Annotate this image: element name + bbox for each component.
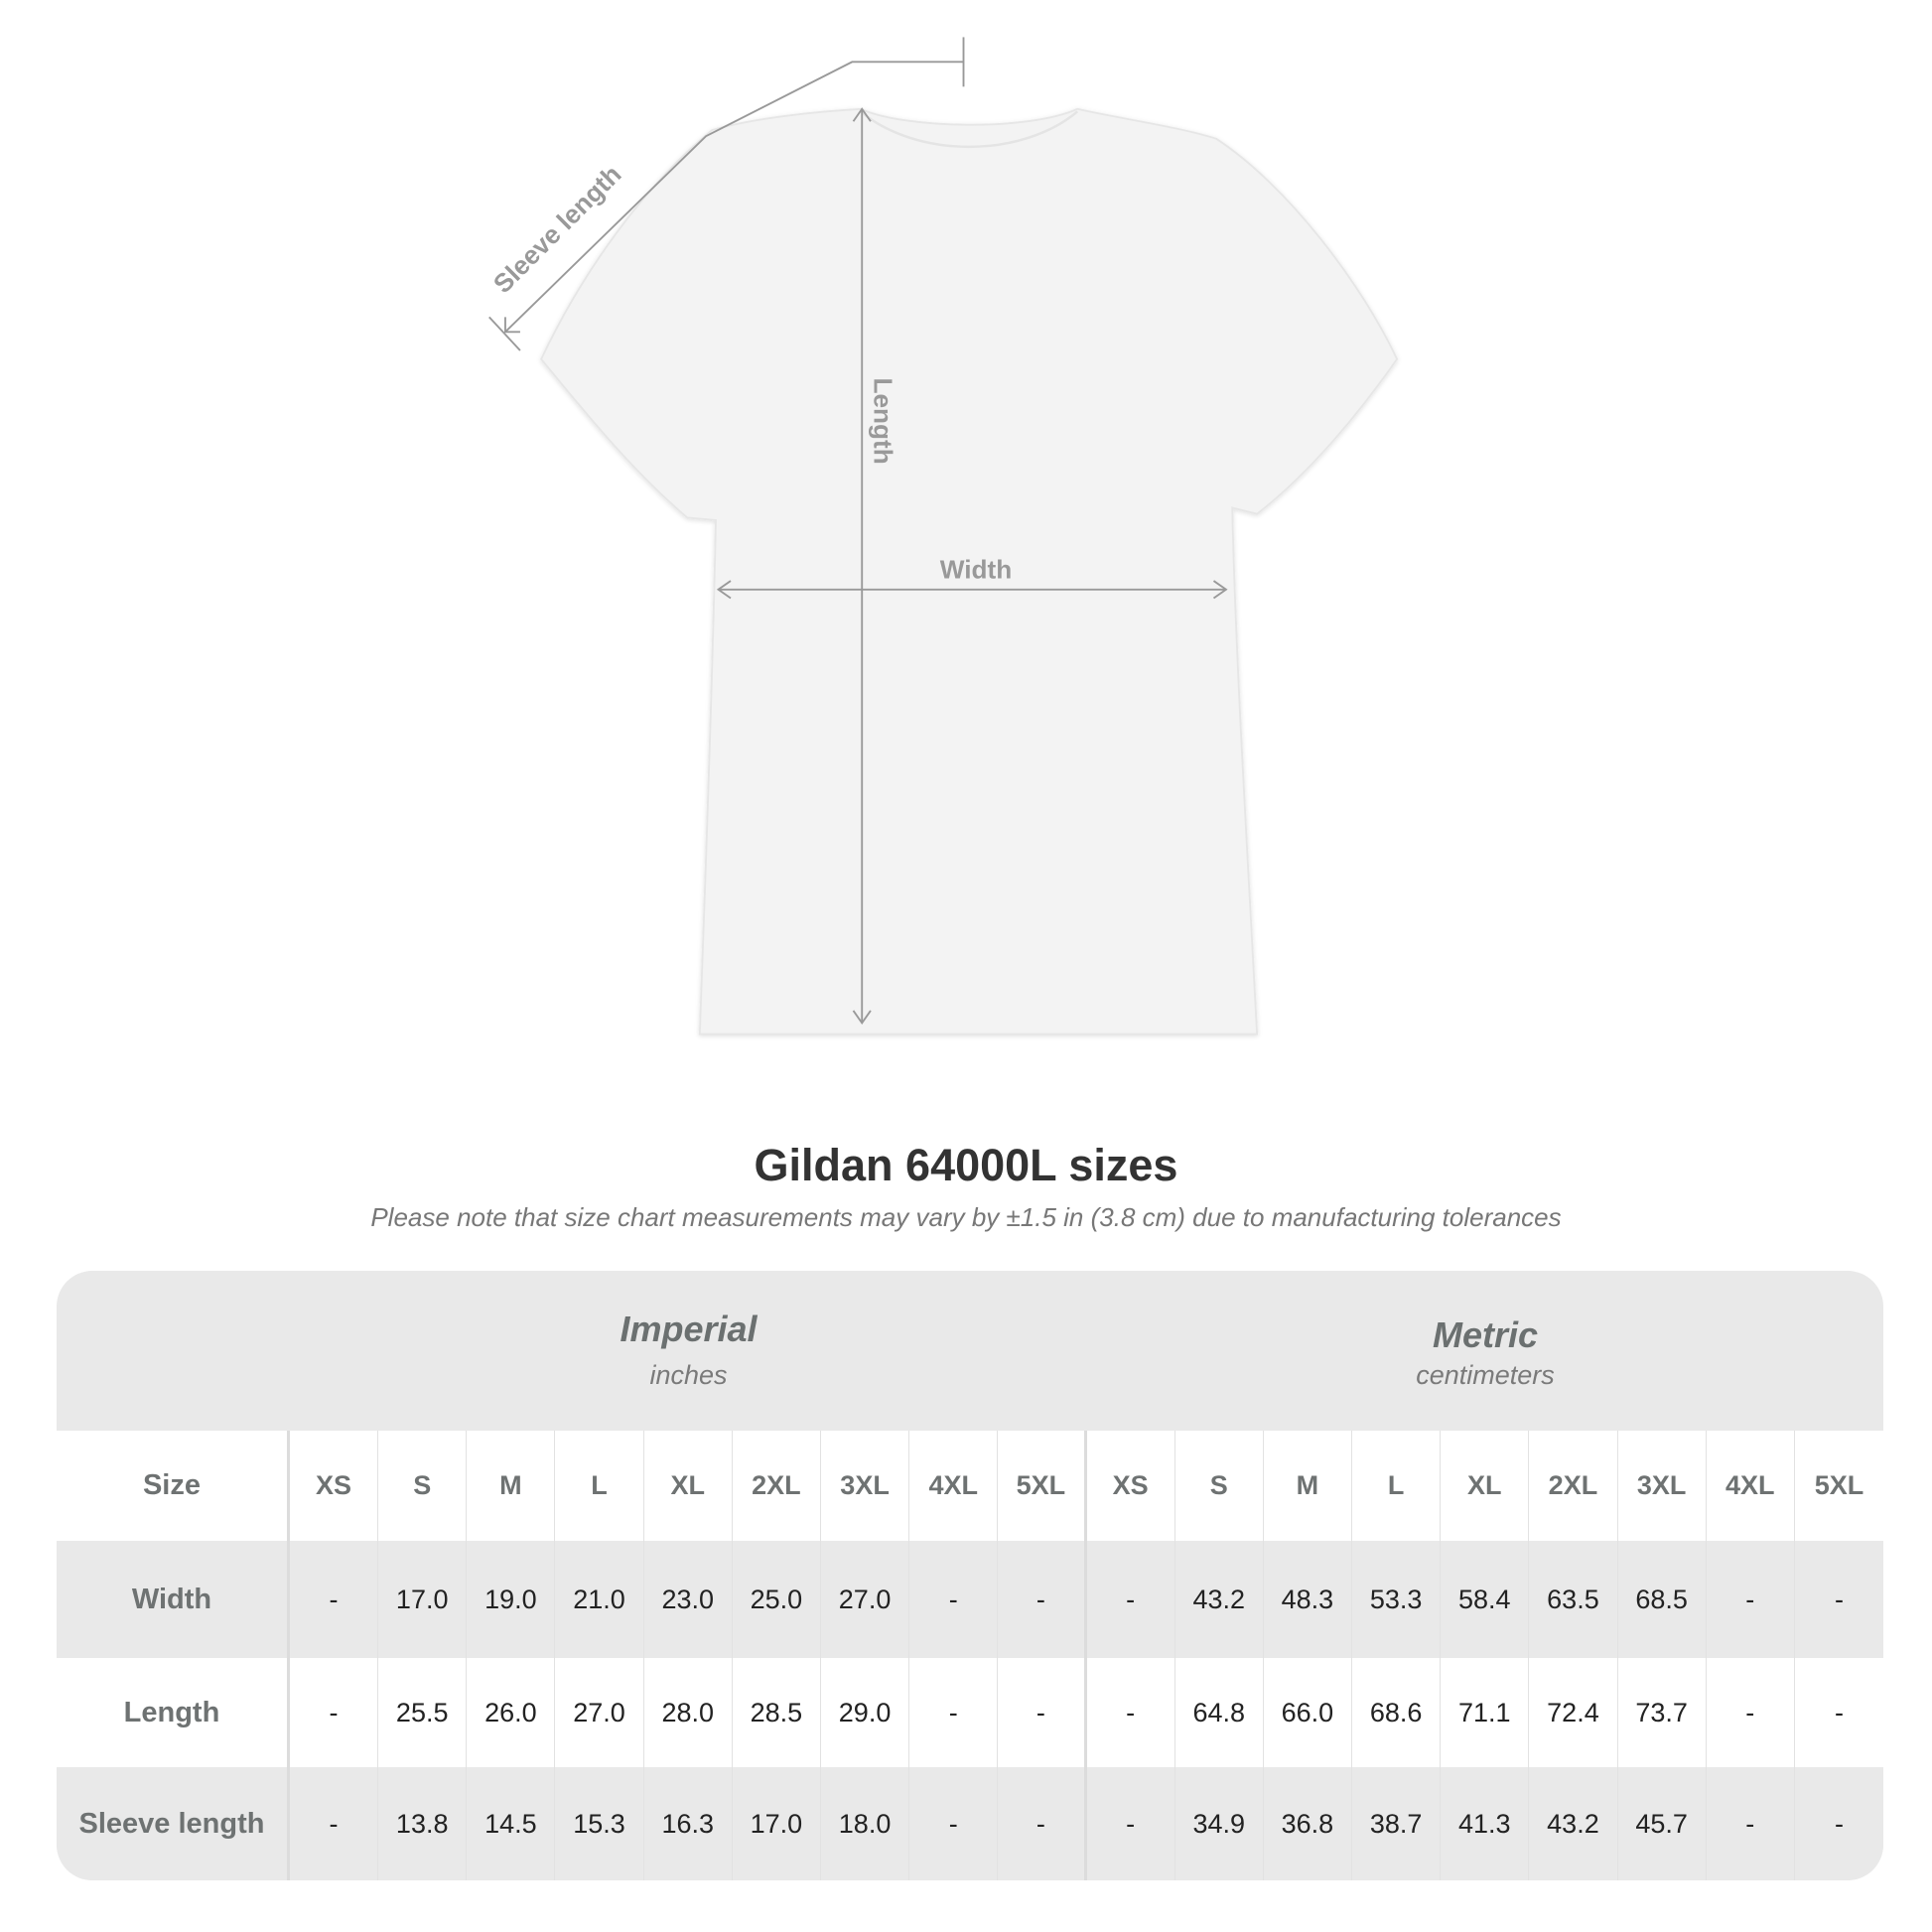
metric-value-cell: 63.5 — [1529, 1541, 1618, 1658]
metric-value-cell: 71.1 — [1441, 1658, 1530, 1767]
imperial-value-cell: 28.5 — [733, 1658, 821, 1767]
table-row: Length -25.5 26.0 27.0 28.0 28.5 29.0- - -64.8 66… — [57, 1658, 1883, 1767]
length-measure-line — [852, 107, 872, 1026]
metric-value-cell: 66.0 — [1264, 1658, 1353, 1767]
imperial-value-cell: 26.0 — [467, 1658, 556, 1767]
imperial-value-cell: - — [998, 1767, 1087, 1880]
width-label: Width — [940, 555, 1012, 585]
imperial-value-cell: 23.0 — [644, 1541, 733, 1658]
size-header-cell: S — [378, 1431, 468, 1541]
imperial-value-cell: - — [290, 1767, 379, 1880]
size-header-cell: 5XL — [998, 1431, 1087, 1541]
metric-value-cell: 73.7 — [1618, 1658, 1707, 1767]
imperial-value-cell: 19.0 — [467, 1541, 556, 1658]
metric-value-cell: - — [1834, 1697, 1844, 1727]
metric-value-cell: 53.3 — [1352, 1541, 1442, 1658]
metric-value-cell: 68.5 — [1618, 1541, 1707, 1658]
row-label: Length — [57, 1658, 290, 1767]
metric-value-cell: 34.9 — [1175, 1767, 1264, 1880]
imperial-value-cell: 27.0 — [821, 1541, 910, 1658]
metric-value-cell: - — [1087, 1658, 1175, 1767]
metric-value-cell: 43.2 — [1175, 1541, 1264, 1658]
metric-label: Metric — [1432, 1314, 1539, 1355]
imperial-value-cell: 27.0 — [555, 1658, 644, 1767]
metric-value-cell: 58.4 — [1441, 1541, 1530, 1658]
metric-value-cell: - — [1834, 1808, 1844, 1839]
imperial-value-cell: 21.0 — [555, 1541, 644, 1658]
size-header-cell: M — [467, 1431, 556, 1541]
size-table: Imperial inches Metric centimeters Size X… — [57, 1271, 1883, 1880]
imperial-value-cell: - — [909, 1541, 999, 1658]
size-header-cell: XL — [1441, 1431, 1530, 1541]
size-header-cell: M — [1264, 1431, 1353, 1541]
imperial-value-cell: 28.0 — [644, 1658, 733, 1767]
size-header-cell: 5XL — [1814, 1470, 1864, 1500]
width-measure-line — [716, 580, 1228, 600]
metric-value-cell: - — [1707, 1658, 1795, 1767]
size-header-cell: XS — [1087, 1431, 1175, 1541]
page-title: Gildan 64000L sizes — [754, 1140, 1178, 1190]
metric-header: Metric centimeters — [1087, 1271, 1883, 1431]
metric-value-cell: 41.3 — [1441, 1767, 1530, 1880]
imperial-value-cell: 29.0 — [821, 1658, 910, 1767]
size-header-cell: 3XL — [1618, 1431, 1707, 1541]
imperial-value-cell: 18.0 — [821, 1767, 910, 1880]
metric-value-cell: - — [1087, 1541, 1175, 1658]
size-header-row: Size XS S M L XL 2XL 3XL 4XL 5XL XS S M L XL 2XL 3XL 4XL 5… — [57, 1431, 1883, 1541]
row-label: Width — [57, 1541, 290, 1658]
tolerance-note: Please note that size chart measurements… — [370, 1202, 1562, 1232]
imperial-value-cell: - — [290, 1658, 379, 1767]
imperial-header: Imperial inches — [290, 1271, 1087, 1431]
size-header-cell: 3XL — [821, 1431, 910, 1541]
size-header-cell: 4XL — [909, 1431, 999, 1541]
metric-value-cell: - — [1707, 1541, 1795, 1658]
imperial-value-cell: 17.0 — [378, 1541, 468, 1658]
row-label: Size — [57, 1431, 290, 1541]
metric-value-cell: - — [1834, 1584, 1844, 1614]
length-label: Length — [869, 377, 898, 464]
imperial-value-cell: 15.3 — [555, 1767, 644, 1880]
size-header-cell: XS — [290, 1431, 379, 1541]
imperial-value-cell: - — [998, 1541, 1087, 1658]
metric-value-cell: - — [1707, 1767, 1795, 1880]
imperial-value-cell: 14.5 — [467, 1767, 556, 1880]
imperial-value-cell: - — [909, 1767, 999, 1880]
imperial-value-cell: 25.5 — [378, 1658, 468, 1767]
size-header-cell: 4XL — [1707, 1431, 1795, 1541]
imperial-value-cell: 13.8 — [378, 1767, 468, 1880]
metric-value-cell: 68.6 — [1352, 1658, 1442, 1767]
size-header-cell: L — [1352, 1431, 1442, 1541]
size-header-cell: 2XL — [733, 1431, 821, 1541]
imperial-unit: inches — [649, 1360, 728, 1390]
imperial-value-cell: 16.3 — [644, 1767, 733, 1880]
metric-value-cell: 64.8 — [1175, 1658, 1264, 1767]
metric-value-cell: 45.7 — [1618, 1767, 1707, 1880]
size-header-cell: 2XL — [1529, 1431, 1618, 1541]
imperial-value-cell: - — [909, 1658, 999, 1767]
metric-unit: centimeters — [1416, 1360, 1555, 1390]
imperial-value-cell: 17.0 — [733, 1767, 821, 1880]
imperial-value-cell: 25.0 — [733, 1541, 821, 1658]
size-header-cell: XL — [644, 1431, 733, 1541]
imperial-value-cell: - — [290, 1541, 379, 1658]
imperial-value-cell: - — [998, 1658, 1087, 1767]
table-row: Width -17.0 19.0 21.0 23.0 25.0 27.0- - -43.2 48.… — [57, 1541, 1883, 1658]
tshirt-shape — [540, 107, 1399, 1035]
metric-value-cell: - — [1087, 1767, 1175, 1880]
imperial-label: Imperial — [620, 1309, 758, 1349]
size-header-cell: L — [555, 1431, 644, 1541]
metric-value-cell: 36.8 — [1264, 1767, 1353, 1880]
size-header-cell: S — [1175, 1431, 1264, 1541]
table-row: Sleeve length -13.8 14.5 15.3 16.3 17.0 18.0- -… — [57, 1767, 1883, 1880]
metric-value-cell: 72.4 — [1529, 1658, 1618, 1767]
metric-value-cell: 48.3 — [1264, 1541, 1353, 1658]
metric-value-cell: 43.2 — [1529, 1767, 1618, 1880]
metric-value-cell: 38.7 — [1352, 1767, 1442, 1880]
sleeve-measure-line — [488, 37, 965, 351]
row-label: Sleeve length — [57, 1767, 290, 1880]
